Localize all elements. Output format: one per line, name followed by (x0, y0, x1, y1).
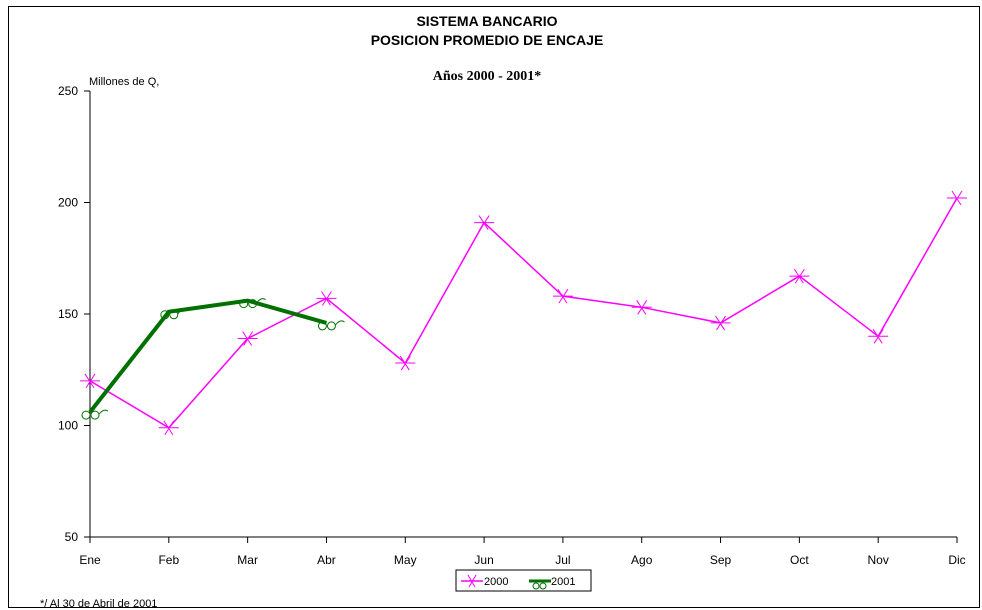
data-point (239, 298, 266, 309)
marker-stroke (164, 420, 175, 436)
x-tick-label: Feb (158, 553, 179, 567)
x-tick-label: Ago (631, 553, 653, 567)
marker-stroke (558, 288, 569, 304)
legend-label-2001: 2001 (551, 576, 575, 588)
legend-marker-2000 (465, 574, 479, 588)
chart-subtitle: Años 2000 - 2001* (433, 69, 542, 84)
data-point (395, 355, 416, 371)
marker-stroke (243, 331, 254, 346)
y-tick-label: 250 (58, 84, 78, 98)
marker-stroke (160, 310, 170, 320)
marker-stroke (248, 299, 258, 309)
marker-stroke (557, 288, 568, 304)
marker-stroke (242, 331, 253, 346)
marker-stroke (794, 268, 805, 284)
data-point (868, 329, 889, 344)
marker-stroke (326, 321, 336, 331)
marker-stroke (872, 329, 883, 344)
legend-marker-2001 (532, 582, 547, 590)
legend: 2000 2001 (455, 569, 592, 592)
marker-stroke (400, 355, 411, 371)
x-tick-label: Ene (79, 553, 101, 567)
legend-label-2000: 2000 (484, 576, 508, 588)
data-point (710, 315, 731, 331)
data-point (552, 288, 573, 304)
x-tick-label: Mar (237, 553, 258, 567)
x-tick-label: Jul (555, 553, 570, 567)
marker-stroke (239, 299, 249, 309)
y-axis-label: Millones de Q, (89, 76, 159, 88)
x-tick-label: Abr (317, 553, 336, 567)
marker-stroke (177, 309, 188, 315)
data-point (631, 300, 652, 315)
marker-stroke (716, 315, 726, 331)
marker-stroke (84, 373, 95, 389)
plot-area: 50 100 150 200 250 Ene Feb Mar Abr May Jun Jul Ago Se… (58, 84, 967, 567)
marker-stroke (952, 190, 963, 206)
marker-stroke (873, 329, 884, 344)
data-point (316, 291, 337, 306)
series-line-2001 (88, 298, 327, 414)
marker-stroke (479, 215, 490, 230)
data-point (947, 190, 967, 206)
x-tick-label: Nov (868, 553, 889, 567)
marker-stroke (636, 300, 647, 315)
marker-stroke (98, 409, 109, 415)
marker-stroke (478, 215, 489, 230)
y-tick-label: 100 (58, 419, 78, 433)
data-point (80, 373, 100, 389)
x-tick-label: May (394, 553, 417, 567)
data-point (81, 409, 109, 420)
data-point (474, 215, 495, 230)
data-point (158, 420, 179, 436)
data-point (789, 268, 810, 284)
chart-title-line-2: POSICION PROMEDIO DE ENCAJE (371, 32, 604, 48)
marker-stroke (85, 373, 96, 389)
chart-title-line-1: SISTEMA BANCARIO (416, 13, 557, 29)
marker-stroke (335, 320, 345, 326)
marker-stroke (163, 420, 174, 436)
marker-stroke (90, 410, 100, 420)
legend-box (455, 569, 592, 592)
data-point (237, 331, 258, 346)
data-point (317, 320, 345, 331)
marker-stroke (322, 291, 332, 306)
marker-stroke (321, 291, 331, 306)
x-tick-label: Dic (948, 553, 965, 567)
footnote: */ Al 30 de Abril de 2001 (40, 598, 157, 609)
series-line-2000 (89, 197, 958, 429)
line-chart: SISTEMA BANCARIO POSICION PROMEDIO DE EN… (40, 13, 967, 609)
data-point (160, 309, 188, 320)
y-tick-label: 150 (58, 307, 78, 321)
y-tick-label: 50 (65, 530, 79, 544)
marker-stroke (256, 298, 266, 303)
marker-stroke (399, 355, 410, 371)
x-tick-label: Jun (474, 553, 493, 567)
x-tick-label: Oct (790, 553, 809, 567)
marker-stroke (715, 315, 725, 331)
y-tick-label: 200 (58, 196, 78, 210)
chart-frame: SISTEMA BANCARIO POSICION PROMEDIO DE EN… (8, 6, 980, 609)
x-tick-label: Sep (710, 553, 732, 567)
marker-stroke (169, 310, 179, 320)
marker-stroke (317, 321, 327, 331)
marker-stroke (951, 190, 962, 206)
marker-stroke (637, 300, 648, 315)
marker-stroke (793, 268, 804, 284)
marker-stroke (81, 410, 91, 420)
